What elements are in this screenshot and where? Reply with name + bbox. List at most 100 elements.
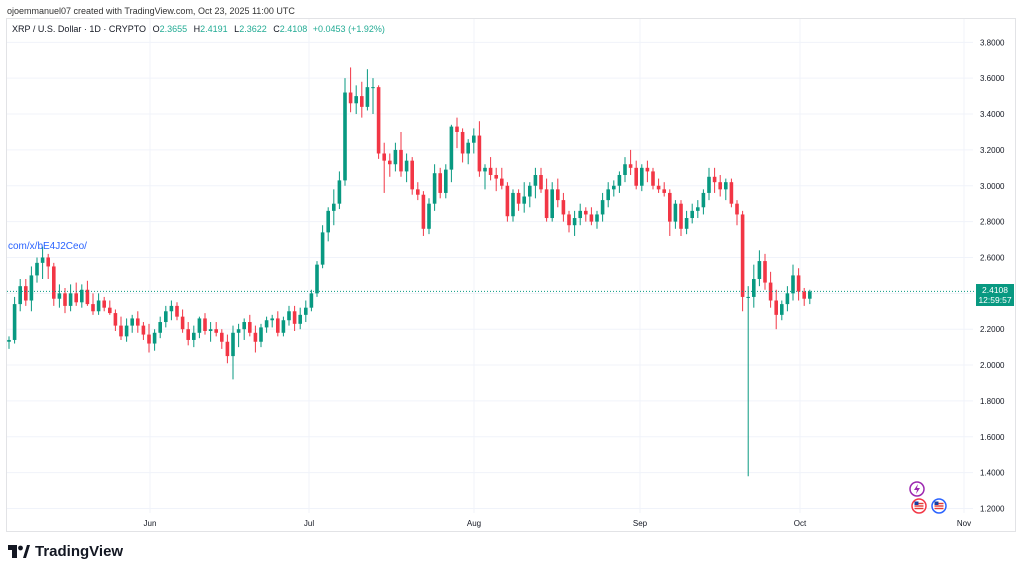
candle-body [393,149,398,165]
y-tick-label: 2.2000 [980,325,1005,334]
candle-body [348,92,353,104]
candle-body [80,289,84,303]
symbol-title: XRP / U.S. Dollar · 1D · CRYPTO [12,24,147,34]
candle-body [119,325,123,337]
candle-body [533,175,538,186]
candle-body [197,318,202,333]
candle-body [785,293,790,305]
candle-body [668,192,672,222]
candle-body [752,278,756,297]
current-price-tag: 2.4108 12:59:57 [976,284,1014,306]
candle-body [225,341,230,357]
candle-body [354,96,358,104]
candle-body [483,167,487,172]
x-tick-label: Nov [957,519,971,528]
chart-link[interactable]: com/x/bE4J2Ceo/ [8,241,87,252]
candle-body [298,314,302,324]
candle-body [455,126,459,132]
candle-body [539,175,543,190]
candle-body [29,275,34,301]
candle-body [567,214,571,226]
candle-body [740,214,745,297]
candle-body [108,307,112,314]
candle-body [802,291,806,299]
brand-name: TradingView [35,543,124,560]
candle-body [180,316,185,330]
candle-body [438,173,442,193]
candle-body [763,261,767,283]
us-flag-event-icon [911,498,927,514]
y-tick-label: 3.0000 [980,182,1005,191]
candle-body [421,194,426,229]
candle-body [85,289,90,305]
candle-body [432,173,437,204]
bar-countdown: 12:59:57 [978,295,1012,305]
candle-body [572,218,577,226]
candle-body [371,87,375,89]
high-label: H [193,24,201,34]
candle-body [544,189,549,219]
candle-body [494,175,498,179]
candle-body [404,160,409,172]
tradingview-logo-icon [8,545,30,558]
candle-body [696,207,700,211]
candle-body [259,327,263,342]
tradingview-logo[interactable]: TradingView [8,543,123,560]
chart-credit: ojoemmanuel07 created with TradingView.c… [7,6,295,16]
candle-body [796,275,801,292]
candle-body [550,189,554,219]
candle-body [102,300,106,308]
candle-body [606,189,610,201]
candle-body [707,176,711,193]
candle-body [634,167,638,186]
candle-body [192,332,196,340]
candle-body [528,185,532,197]
y-tick-label: 2.8000 [980,218,1005,227]
candle-body [332,203,336,211]
low-value: 2.3622 [239,24,267,34]
candle-body [147,334,151,344]
candle-body [656,185,661,190]
candle-body [253,332,258,342]
candle-body [365,87,370,107]
candle-body [175,305,179,317]
candle-body [315,264,319,294]
close-value: 2.4108 [279,24,308,34]
candle-body [18,286,22,305]
candle-body [522,196,526,204]
candle-body [264,320,269,328]
candle-body [718,182,722,190]
candle-body [808,291,812,299]
low-label: L [234,24,240,34]
candle-body [427,203,431,229]
current-price-value: 2.4108 [982,285,1008,295]
candle-body [158,322,162,333]
candle-body [169,305,174,312]
candle-body [684,218,689,229]
candle-body [500,178,504,186]
candle-body [690,210,694,219]
candle-body [320,232,325,265]
x-tick-label: Sep [633,519,648,528]
candle-body [449,126,454,170]
candle-body [477,135,482,172]
candle-body [231,332,235,357]
candle-body [270,318,274,321]
candle-body [248,322,252,333]
candle-body [164,311,168,323]
change-value: +0.0453 (+1.92%) [312,24,385,34]
candle-body [791,275,795,294]
candle-body [651,171,655,186]
x-tick-label: Jun [144,519,157,528]
candle-body [746,296,750,298]
candle-body [242,322,246,330]
y-tick-label: 3.4000 [980,110,1005,119]
y-tick-label: 1.6000 [980,433,1005,442]
candle-body [63,293,67,306]
candle-body [113,313,118,326]
candle-body [488,167,493,176]
us-flag-event-icon [931,498,947,514]
candle-body [388,160,392,165]
candle-body [780,304,784,315]
